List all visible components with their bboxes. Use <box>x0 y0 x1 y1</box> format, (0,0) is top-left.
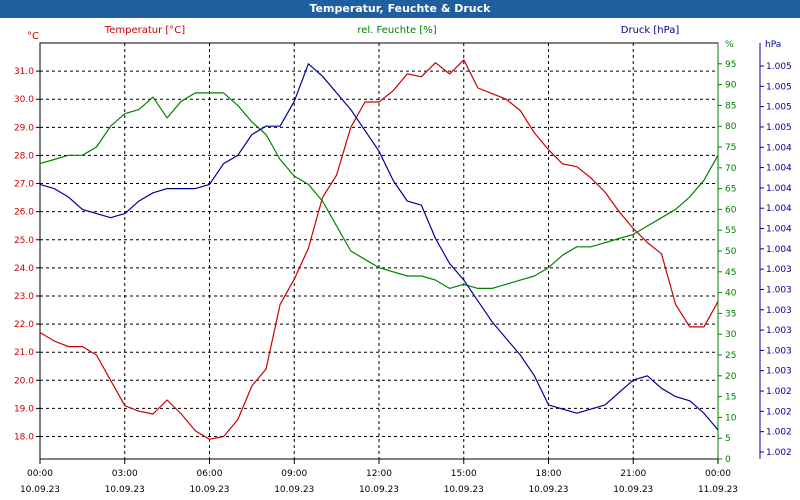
x-tick-time: 21:00 <box>620 469 646 479</box>
press-tick-label: 1.003 <box>766 285 792 295</box>
x-tick-date: 11.09.23 <box>698 485 738 495</box>
temp-tick-label: 21.0 <box>14 348 34 358</box>
hum-tick-label: 85 <box>725 101 736 111</box>
press-tick-label: 1.003 <box>766 306 792 316</box>
x-tick-time: 00:00 <box>27 469 53 479</box>
hum-tick-label: 15 <box>725 393 736 403</box>
press-tick-label: 1.002 <box>766 407 792 417</box>
temp-tick-label: 23.0 <box>14 292 34 302</box>
hum-tick-label: 40 <box>725 289 737 299</box>
hum-tick-label: 20 <box>725 372 737 382</box>
hum-axis-header: rel. Feuchte [%] <box>357 25 436 36</box>
hum-tick-label: 55 <box>725 226 736 236</box>
temp-tick-label: 30.0 <box>14 95 34 105</box>
x-tick-time: 09:00 <box>281 469 307 479</box>
temp-tick-label: 24.0 <box>14 264 34 274</box>
axis-headers: Temperatur [°C] rel. Feuchte [%] Druck [hP… <box>104 25 680 36</box>
x-axis: 00:00 10.09.23 03:00 10.09.23 06:00 10.09.23 0… <box>20 459 738 495</box>
temp-tick-label: 22.0 <box>14 320 34 330</box>
temp-tick-label: 28.0 <box>14 151 34 161</box>
press-tick-label: 1.003 <box>766 326 792 336</box>
press-series-line <box>39 63 719 431</box>
temp-series-line <box>39 59 719 440</box>
x-tick-time: 06:00 <box>197 469 223 479</box>
hum-tick-label: 5 <box>725 434 731 444</box>
x-tick-date: 10.09.23 <box>528 485 568 495</box>
press-tick-label: 1.002 <box>766 428 792 438</box>
plot-area <box>39 42 719 460</box>
hum-tick-label: 80 <box>725 122 737 132</box>
press-tick-label: 1.004 <box>766 204 792 214</box>
x-tick-date: 10.09.23 <box>359 485 399 495</box>
hum-tick-label: 90 <box>725 81 737 91</box>
x-tick-date: 10.09.23 <box>613 485 653 495</box>
hum-tick-label: 45 <box>725 268 736 278</box>
x-tick-date: 10.09.23 <box>20 485 60 495</box>
press-tick-label: 1.005 <box>766 62 792 72</box>
hum-tick-label: 35 <box>725 309 736 319</box>
press-tick-label: 1.002 <box>766 448 792 458</box>
hum-tick-label: 95 <box>725 60 736 70</box>
hum-unit-label: % <box>725 40 734 50</box>
hum-tick-label: 25 <box>725 351 736 361</box>
x-tick-date: 10.09.23 <box>444 485 484 495</box>
press-tick-label: 1.004 <box>766 143 792 153</box>
press-tick-label: 1.004 <box>766 184 792 194</box>
hum-tick-label: 30 <box>725 330 737 340</box>
temp-tick-label: 18.0 <box>14 433 34 443</box>
x-tick-date: 10.09.23 <box>274 485 314 495</box>
hum-tick-label: 75 <box>725 143 736 153</box>
press-axis: 1.002 1.002 1.002 1.002 1.003 1.003 1.003 1.003… <box>759 40 792 459</box>
hum-tick-label: 65 <box>725 185 736 195</box>
temp-tick-label: 27.0 <box>14 180 34 190</box>
temp-tick-label: 20.0 <box>14 376 34 386</box>
x-tick-date: 10.09.23 <box>189 485 229 495</box>
temp-axis: 18.0 19.0 20.0 21.0 22.0 23.0 24.0 25.0 26.0 27.0… <box>14 31 40 443</box>
press-tick-label: 1.004 <box>766 245 792 255</box>
x-tick-time: 15:00 <box>451 469 477 479</box>
press-axis-header: Druck [hPa] <box>621 25 680 36</box>
press-tick-label: 1.005 <box>766 82 792 92</box>
x-tick-time: 18:00 <box>536 469 562 479</box>
temp-tick-label: 25.0 <box>14 236 34 246</box>
press-tick-label: 1.002 <box>766 387 792 397</box>
press-tick-label: 1.003 <box>766 367 792 377</box>
temp-tick-label: 29.0 <box>14 123 34 133</box>
hum-tick-label: 60 <box>725 205 737 215</box>
press-unit-label: hPa <box>765 40 781 50</box>
hum-tick-label: 50 <box>725 247 737 257</box>
series-group <box>39 59 719 440</box>
press-tick-label: 1.003 <box>766 265 792 275</box>
grid-lines <box>40 43 718 459</box>
chart-svg: 18.0 19.0 20.0 21.0 22.0 23.0 24.0 25.0 26.0 27.0… <box>14 25 792 495</box>
x-tick-date: 10.09.23 <box>105 485 145 495</box>
temp-axis-header: Temperatur [°C] <box>104 25 185 36</box>
hum-tick-label: 10 <box>725 413 737 423</box>
hum-series-line <box>39 92 719 289</box>
press-tick-label: 1.005 <box>766 103 792 113</box>
temp-tick-label: 26.0 <box>14 208 34 218</box>
hum-tick-label: 0 <box>725 455 731 465</box>
press-tick-label: 1.005 <box>766 123 792 133</box>
press-tick-label: 1.004 <box>766 164 792 174</box>
x-tick-time: 12:00 <box>366 469 392 479</box>
temp-unit-label: °C <box>27 31 39 42</box>
hum-axis: 0 5 10 15 20 25 30 35 40 45 50 55 60 65 70 75 80 85 90 95% <box>717 40 737 465</box>
x-tick-time: 00:00 <box>705 469 731 479</box>
temp-tick-label: 19.0 <box>14 404 34 414</box>
hum-tick-label: 70 <box>725 164 737 174</box>
temp-tick-label: 31.0 <box>14 67 34 77</box>
chart-title-bar: Temperatur, Feuchte & Druck <box>0 0 800 18</box>
chart-title: Temperatur, Feuchte & Druck <box>309 2 491 15</box>
x-tick-time: 03:00 <box>112 469 138 479</box>
press-tick-label: 1.003 <box>766 346 792 356</box>
press-tick-label: 1.004 <box>766 225 792 235</box>
